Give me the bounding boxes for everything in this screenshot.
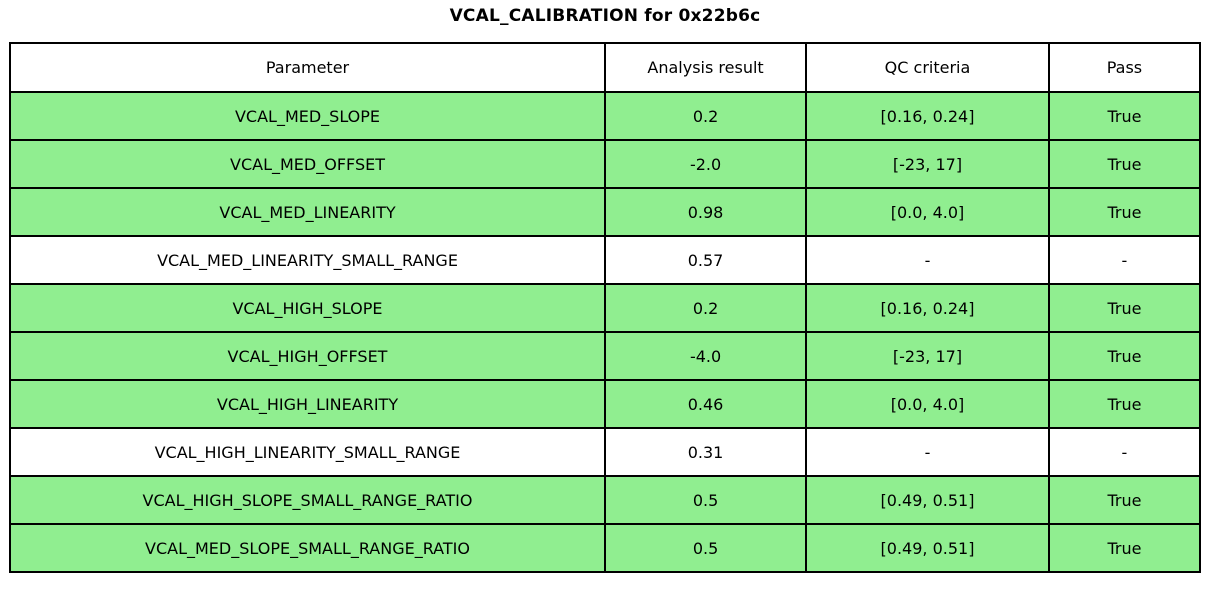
qc-criteria-cell: - bbox=[805, 427, 1050, 477]
parameter-cell: VCAL_HIGH_SLOPE bbox=[9, 283, 606, 333]
analysis-result-cell: 0.31 bbox=[603, 427, 808, 477]
parameter-cell: VCAL_HIGH_SLOPE_SMALL_RANGE_RATIO bbox=[9, 475, 606, 525]
pass-cell: True bbox=[1047, 523, 1202, 573]
qc-criteria-cell: [0.49, 0.51] bbox=[805, 523, 1050, 573]
column-header-analysis-result: Analysis result bbox=[603, 42, 808, 93]
analysis-result-cell: 0.98 bbox=[603, 187, 808, 237]
header-row: Parameter Analysis result QC criteria Pa… bbox=[9, 42, 1202, 93]
pass-cell: True bbox=[1047, 379, 1202, 429]
qc-table-header: Parameter Analysis result QC criteria Pa… bbox=[9, 42, 1202, 93]
qc-table-body: VCAL_MED_SLOPE 0.2 [0.16, 0.24] True VCA… bbox=[9, 91, 1202, 573]
analysis-result-cell: 0.5 bbox=[603, 523, 808, 573]
parameter-cell: VCAL_MED_LINEARITY_SMALL_RANGE bbox=[9, 235, 606, 285]
parameter-cell: VCAL_MED_SLOPE bbox=[9, 91, 606, 141]
column-header-qc-criteria: QC criteria bbox=[805, 42, 1050, 93]
pass-cell: - bbox=[1047, 235, 1202, 285]
qc-criteria-cell: [0.49, 0.51] bbox=[805, 475, 1050, 525]
table-row: VCAL_MED_OFFSET -2.0 [-23, 17] True bbox=[9, 139, 1202, 189]
qc-criteria-cell: [0.0, 4.0] bbox=[805, 379, 1050, 429]
parameter-cell: VCAL_HIGH_OFFSET bbox=[9, 331, 606, 381]
analysis-result-cell: -4.0 bbox=[603, 331, 808, 381]
qc-criteria-cell: [0.0, 4.0] bbox=[805, 187, 1050, 237]
parameter-cell: VCAL_MED_SLOPE_SMALL_RANGE_RATIO bbox=[9, 523, 606, 573]
pass-cell: True bbox=[1047, 91, 1202, 141]
table-row: VCAL_MED_LINEARITY 0.98 [0.0, 4.0] True bbox=[9, 187, 1202, 237]
table-row: VCAL_HIGH_LINEARITY 0.46 [0.0, 4.0] True bbox=[9, 379, 1202, 429]
table-row: VCAL_MED_SLOPE_SMALL_RANGE_RATIO 0.5 [0.… bbox=[9, 523, 1202, 573]
analysis-result-cell: -2.0 bbox=[603, 139, 808, 189]
qc-criteria-cell: [-23, 17] bbox=[805, 331, 1050, 381]
table-row: VCAL_HIGH_SLOPE_SMALL_RANGE_RATIO 0.5 [0… bbox=[9, 475, 1202, 525]
parameter-cell: VCAL_MED_LINEARITY bbox=[9, 187, 606, 237]
analysis-result-cell: 0.46 bbox=[603, 379, 808, 429]
column-header-parameter: Parameter bbox=[9, 42, 606, 93]
qc-criteria-cell: [-23, 17] bbox=[805, 139, 1050, 189]
table-row: VCAL_HIGH_LINEARITY_SMALL_RANGE 0.31 - - bbox=[9, 427, 1202, 477]
table-row: VCAL_HIGH_OFFSET -4.0 [-23, 17] True bbox=[9, 331, 1202, 381]
analysis-result-cell: 0.2 bbox=[603, 91, 808, 141]
qc-results-table: Parameter Analysis result QC criteria Pa… bbox=[9, 42, 1202, 573]
pass-cell: True bbox=[1047, 475, 1202, 525]
column-header-pass: Pass bbox=[1047, 42, 1202, 93]
parameter-cell: VCAL_HIGH_LINEARITY bbox=[9, 379, 606, 429]
analysis-result-cell: 0.5 bbox=[603, 475, 808, 525]
analysis-result-cell: 0.2 bbox=[603, 283, 808, 333]
qc-criteria-cell: [0.16, 0.24] bbox=[805, 91, 1050, 141]
parameter-cell: VCAL_HIGH_LINEARITY_SMALL_RANGE bbox=[9, 427, 606, 477]
qc-criteria-cell: [0.16, 0.24] bbox=[805, 283, 1050, 333]
table-row: VCAL_MED_LINEARITY_SMALL_RANGE 0.57 - - bbox=[9, 235, 1202, 285]
parameter-cell: VCAL_MED_OFFSET bbox=[9, 139, 606, 189]
qc-criteria-cell: - bbox=[805, 235, 1050, 285]
pass-cell: True bbox=[1047, 283, 1202, 333]
table-row: VCAL_HIGH_SLOPE 0.2 [0.16, 0.24] True bbox=[9, 283, 1202, 333]
analysis-result-cell: 0.57 bbox=[603, 235, 808, 285]
pass-cell: - bbox=[1047, 427, 1202, 477]
page-title: VCAL_CALIBRATION for 0x22b6c bbox=[449, 6, 761, 26]
pass-cell: True bbox=[1047, 331, 1202, 381]
pass-cell: True bbox=[1047, 187, 1202, 237]
pass-cell: True bbox=[1047, 139, 1202, 189]
table-row: VCAL_MED_SLOPE 0.2 [0.16, 0.24] True bbox=[9, 91, 1202, 141]
